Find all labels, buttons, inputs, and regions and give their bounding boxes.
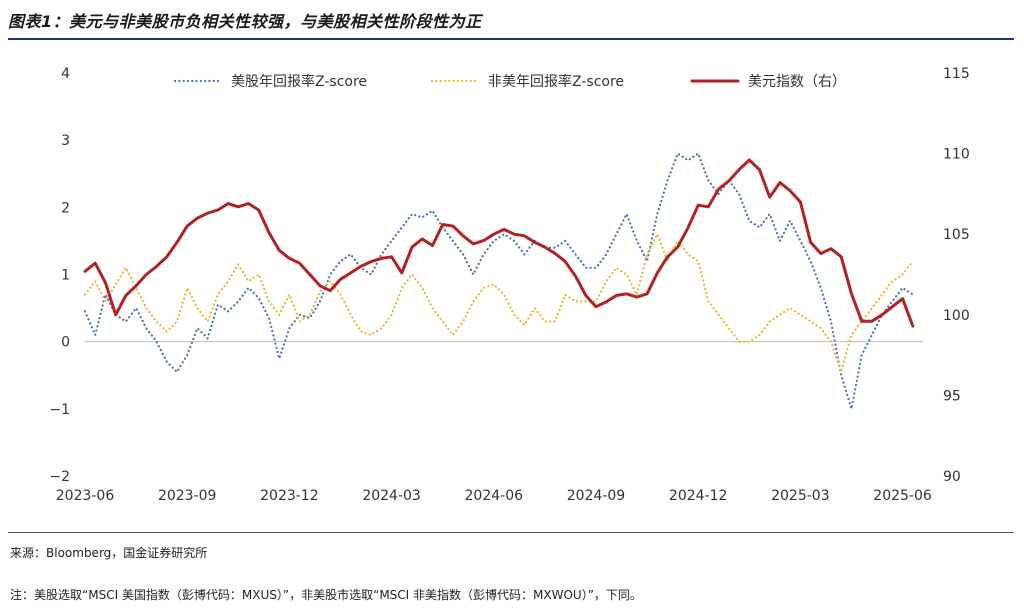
y-right-tick-label: 115 <box>943 66 970 82</box>
legend: 美股年回报率Z-score 非美年回报率Z-score 美元指数（右） <box>173 73 846 90</box>
y-left-tick-label: 0 <box>61 335 70 351</box>
series-layer <box>83 152 915 410</box>
x-tick-label: 2024-06 <box>465 488 524 504</box>
axes: 4 3 2 1 0 −1 −2 115 110 105 100 95 90 2023-06 2023-09 2… <box>49 66 969 504</box>
y-left-tick-label: 2 <box>61 200 70 216</box>
legend-label-1: 非美年回报率Z-score <box>488 73 624 90</box>
x-tick-label: 2025-06 <box>873 488 932 504</box>
y-left-tick-label: 4 <box>61 66 70 82</box>
x-tick-label: 2025-03 <box>771 488 830 504</box>
y-left-tick-label: −1 <box>49 402 70 418</box>
series-line-0 <box>83 152 914 410</box>
x-tick-label: 2023-09 <box>158 488 217 504</box>
y-right-tick-label: 110 <box>943 147 970 163</box>
x-tick-label: 2023-06 <box>56 488 115 504</box>
series-line-1 <box>83 233 914 373</box>
footnote: 注：美股选取“MSCI 美国指数（彭博代码：MXUS）”，非美股市选取“MSCI… <box>10 588 642 602</box>
y-left-tick-label: −2 <box>49 469 70 485</box>
line-chart: 4 3 2 1 0 −1 −2 115 110 105 100 95 90 2023-06 2023-09 2… <box>49 66 969 504</box>
x-tick-label: 2024-12 <box>669 488 728 504</box>
y-right-tick-label: 90 <box>943 469 961 485</box>
legend-label-0: 美股年回报率Z-score <box>231 73 367 90</box>
y-left-tick-label: 3 <box>61 133 70 149</box>
y-left-tick-label: 1 <box>61 268 70 284</box>
x-tick-label: 2024-03 <box>362 488 421 504</box>
chart-title: 图表1：美元与非美股市负相关性较强，与美股相关性阶段性为正 <box>8 12 482 31</box>
y-right-tick-label: 100 <box>943 308 970 324</box>
x-tick-label: 2024-09 <box>567 488 626 504</box>
footer-divider <box>8 532 1014 533</box>
y-right-tick-label: 95 <box>943 388 961 404</box>
source-note: 来源：Bloomberg，国金证券研究所 <box>10 546 208 560</box>
y-right-tick-label: 105 <box>943 227 970 243</box>
x-tick-label: 2023-12 <box>260 488 319 504</box>
series-line-2 <box>83 158 915 328</box>
title-divider <box>8 38 1014 40</box>
legend-label-2: 美元指数（右） <box>748 74 846 90</box>
